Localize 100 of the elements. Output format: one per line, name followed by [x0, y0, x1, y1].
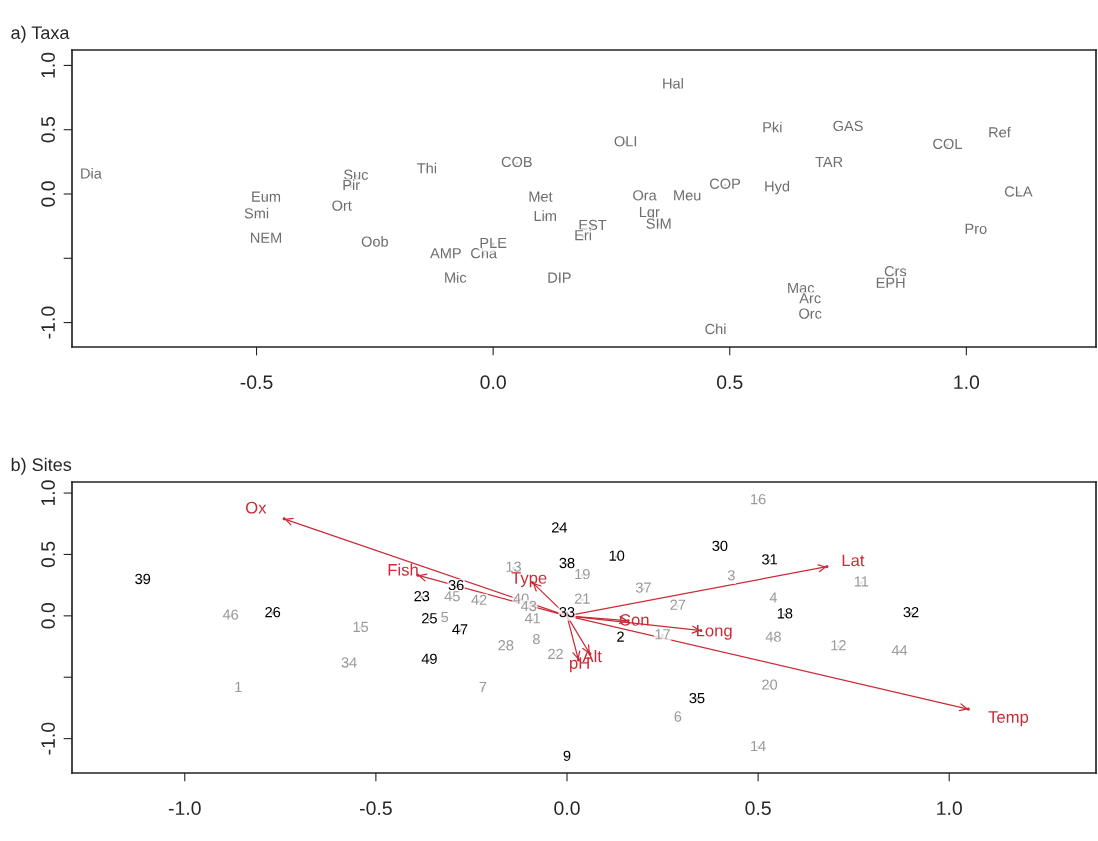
annotation: 38 — [559, 557, 575, 569]
annotation: 8 — [532, 633, 540, 645]
annotation: 45 — [444, 591, 460, 602]
annotation: 35 — [689, 692, 705, 704]
y-tick-label: 0.5 — [41, 541, 55, 568]
annotation: Hyd — [765, 180, 790, 195]
annotation: Chi — [705, 323, 726, 335]
y-tick-label: -1.0 — [41, 306, 55, 339]
annotation: 11 — [854, 576, 869, 587]
annotation: 30 — [712, 540, 728, 551]
y-tick-label: -1.0 — [41, 722, 55, 755]
annotation: Ora — [633, 190, 657, 201]
annotation: 21 — [574, 593, 590, 604]
annotation: 31 — [762, 554, 777, 565]
annotation: 28 — [498, 640, 514, 651]
annotation: 2 — [617, 631, 624, 642]
x-tick-label: 0.5 — [716, 375, 743, 390]
annotation: 25 — [422, 613, 437, 624]
annotation: Lat — [842, 554, 865, 567]
annotation: Ref — [989, 126, 1011, 138]
annotation: Dia — [81, 167, 102, 179]
annotation: 41 — [524, 613, 540, 624]
annotation: 34 — [341, 657, 357, 668]
annotation: Ort — [332, 200, 352, 211]
annotation: 14 — [751, 740, 766, 751]
x-tick-label: 0.0 — [554, 801, 580, 816]
annotation: Hal — [663, 77, 683, 89]
annotation: GAS — [833, 120, 863, 132]
annotation: COL — [933, 138, 962, 150]
annotation: 39 — [135, 573, 151, 585]
annotation: 19 — [575, 568, 590, 580]
annotation: Eri — [575, 229, 591, 241]
annotation: 9 — [563, 750, 571, 761]
y-tick-label: 0.0 — [41, 603, 55, 629]
annotation: 47 — [452, 624, 468, 635]
annotation: Eum — [252, 191, 281, 202]
annotation: Pki — [763, 121, 782, 133]
annotation: Lgr — [639, 207, 660, 221]
annotation: 48 — [765, 631, 781, 642]
annotation: Pro — [965, 223, 987, 234]
annotation: 24 — [551, 522, 568, 533]
annotation: TAR — [815, 156, 843, 167]
annotation: EPH — [876, 277, 905, 288]
annotation: 33 — [559, 606, 575, 618]
annotation: OLI — [614, 136, 637, 147]
annotation: SIM — [646, 218, 671, 229]
annotation: 1 — [235, 682, 242, 693]
annotation: Mic — [445, 272, 467, 283]
annotation: 4 — [769, 592, 778, 603]
annotation: Smi — [244, 207, 269, 219]
annotation: 44 — [891, 645, 908, 656]
annotation: 26 — [265, 606, 281, 618]
annotation: 13 — [506, 561, 521, 572]
annotation: 12 — [831, 640, 846, 651]
annotation: 17 — [655, 629, 670, 640]
annotation: 15 — [353, 621, 369, 633]
annotation: Orc — [799, 308, 822, 319]
annotation: 32 — [903, 606, 919, 618]
annotation: Long — [696, 624, 732, 640]
annotation: CLA — [1004, 186, 1033, 197]
x-tick-label: 0.5 — [745, 801, 771, 816]
annotation: 27 — [670, 599, 686, 610]
x-tick-label: -0.5 — [359, 801, 392, 816]
annotation: 7 — [479, 682, 487, 693]
x-tick-label: -1.0 — [168, 801, 201, 816]
annotation: COB — [501, 156, 532, 168]
annotation: 37 — [635, 582, 651, 593]
annotation: Thi — [417, 162, 437, 174]
y-tick-label: 0.0 — [41, 181, 55, 207]
annotation: 20 — [762, 679, 778, 690]
annotation: 10 — [609, 550, 625, 561]
annotation: 3 — [727, 570, 735, 581]
annotation: 5 — [441, 612, 449, 623]
x-tick-label: 0.0 — [480, 375, 506, 390]
annotation: Met — [529, 191, 553, 202]
annotation: NEM — [251, 232, 282, 243]
annotation: Type — [511, 572, 547, 588]
annotation: Ox — [245, 501, 267, 514]
annotation: 6 — [674, 711, 682, 722]
annotation: 16 — [751, 494, 766, 505]
annotation: 18 — [777, 608, 793, 619]
annotation: 36 — [448, 579, 464, 591]
annotation: Meu — [674, 190, 701, 201]
annotation: Mac — [788, 282, 815, 294]
annotation: 42 — [471, 594, 487, 605]
annotation: 46 — [222, 609, 239, 620]
annotation: EST — [579, 219, 607, 231]
annotation: 49 — [421, 653, 437, 664]
x-tick-label: 1.0 — [954, 375, 980, 390]
y-tick-label: 0.5 — [41, 117, 55, 143]
annotation: Oob — [361, 236, 389, 247]
annotation: Fish — [388, 563, 418, 576]
annotation: Lim — [534, 210, 556, 221]
x-tick-label: -0.5 — [240, 375, 273, 390]
annotation: AMP — [430, 248, 461, 259]
chart-title: a) Taxa — [11, 25, 70, 43]
chart-title: b) Sites — [11, 457, 72, 475]
y-tick-label: 1.0 — [41, 480, 55, 506]
annotation: Temp — [988, 711, 1029, 727]
annotation: 22 — [548, 648, 563, 659]
